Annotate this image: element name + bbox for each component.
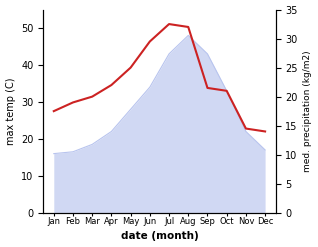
X-axis label: date (month): date (month)	[121, 231, 198, 242]
Y-axis label: med. precipitation (kg/m2): med. precipitation (kg/m2)	[303, 50, 313, 172]
Y-axis label: max temp (C): max temp (C)	[5, 77, 16, 145]
